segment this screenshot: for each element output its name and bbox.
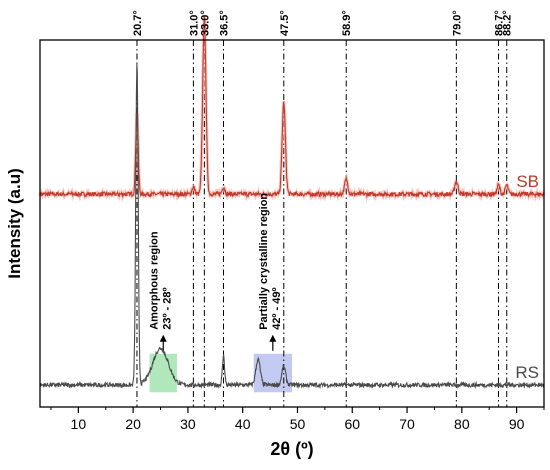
x-axis-title: 2θ (º) <box>270 439 313 459</box>
x-tick-label: 30 <box>180 416 196 432</box>
peak-position-label: 33.0° <box>199 10 211 36</box>
x-tick-label: 20 <box>125 416 141 432</box>
x-tick-label: 90 <box>509 416 525 432</box>
annotation-range: 23º - 28º <box>161 288 173 330</box>
annotation-arrowhead <box>159 334 167 342</box>
labels-layer: Amorphous region 23º - 28º Partially cryst… <box>132 10 539 382</box>
x-tick-label: 60 <box>344 416 360 432</box>
x-tick-label: 70 <box>399 416 415 432</box>
highlight-zones-layer <box>149 334 292 393</box>
axes-layer: 10 20 30 40 50 60 70 80 90 <box>50 407 545 432</box>
x-tick-label: 50 <box>290 416 306 432</box>
peak-position-label: 88.2° <box>502 10 514 36</box>
series-label: SB <box>516 172 539 191</box>
peak-position-label: 79.0° <box>451 10 463 36</box>
series-layer <box>38 15 546 390</box>
annotation-title: Amorphous region <box>148 231 160 330</box>
series-glow <box>38 15 546 203</box>
y-axis-title: Intensity (a.u) <box>5 168 24 279</box>
peak-position-label: 58.9° <box>341 10 353 36</box>
peak-position-label: 86.7° <box>494 10 506 36</box>
peak-position-label: 31.0° <box>188 10 200 36</box>
peak-position-label: 20.7° <box>132 10 144 36</box>
annotation-range: 42º - 49º <box>271 288 283 330</box>
annotation-arrowhead <box>269 334 277 342</box>
series-line <box>39 15 545 199</box>
x-tick-label: 40 <box>235 416 251 432</box>
x-tick-label: 10 <box>71 416 87 432</box>
reference-lines-layer <box>136 40 508 407</box>
series-label: RS <box>515 363 539 382</box>
annotation-title: Partially crystalline region <box>258 193 270 330</box>
peak-position-label: 47.5° <box>279 10 291 36</box>
series-line <box>39 63 545 390</box>
x-tick-label: 80 <box>454 416 470 432</box>
peak-position-label: 36.5° <box>219 10 231 36</box>
plot-frame <box>39 39 545 408</box>
